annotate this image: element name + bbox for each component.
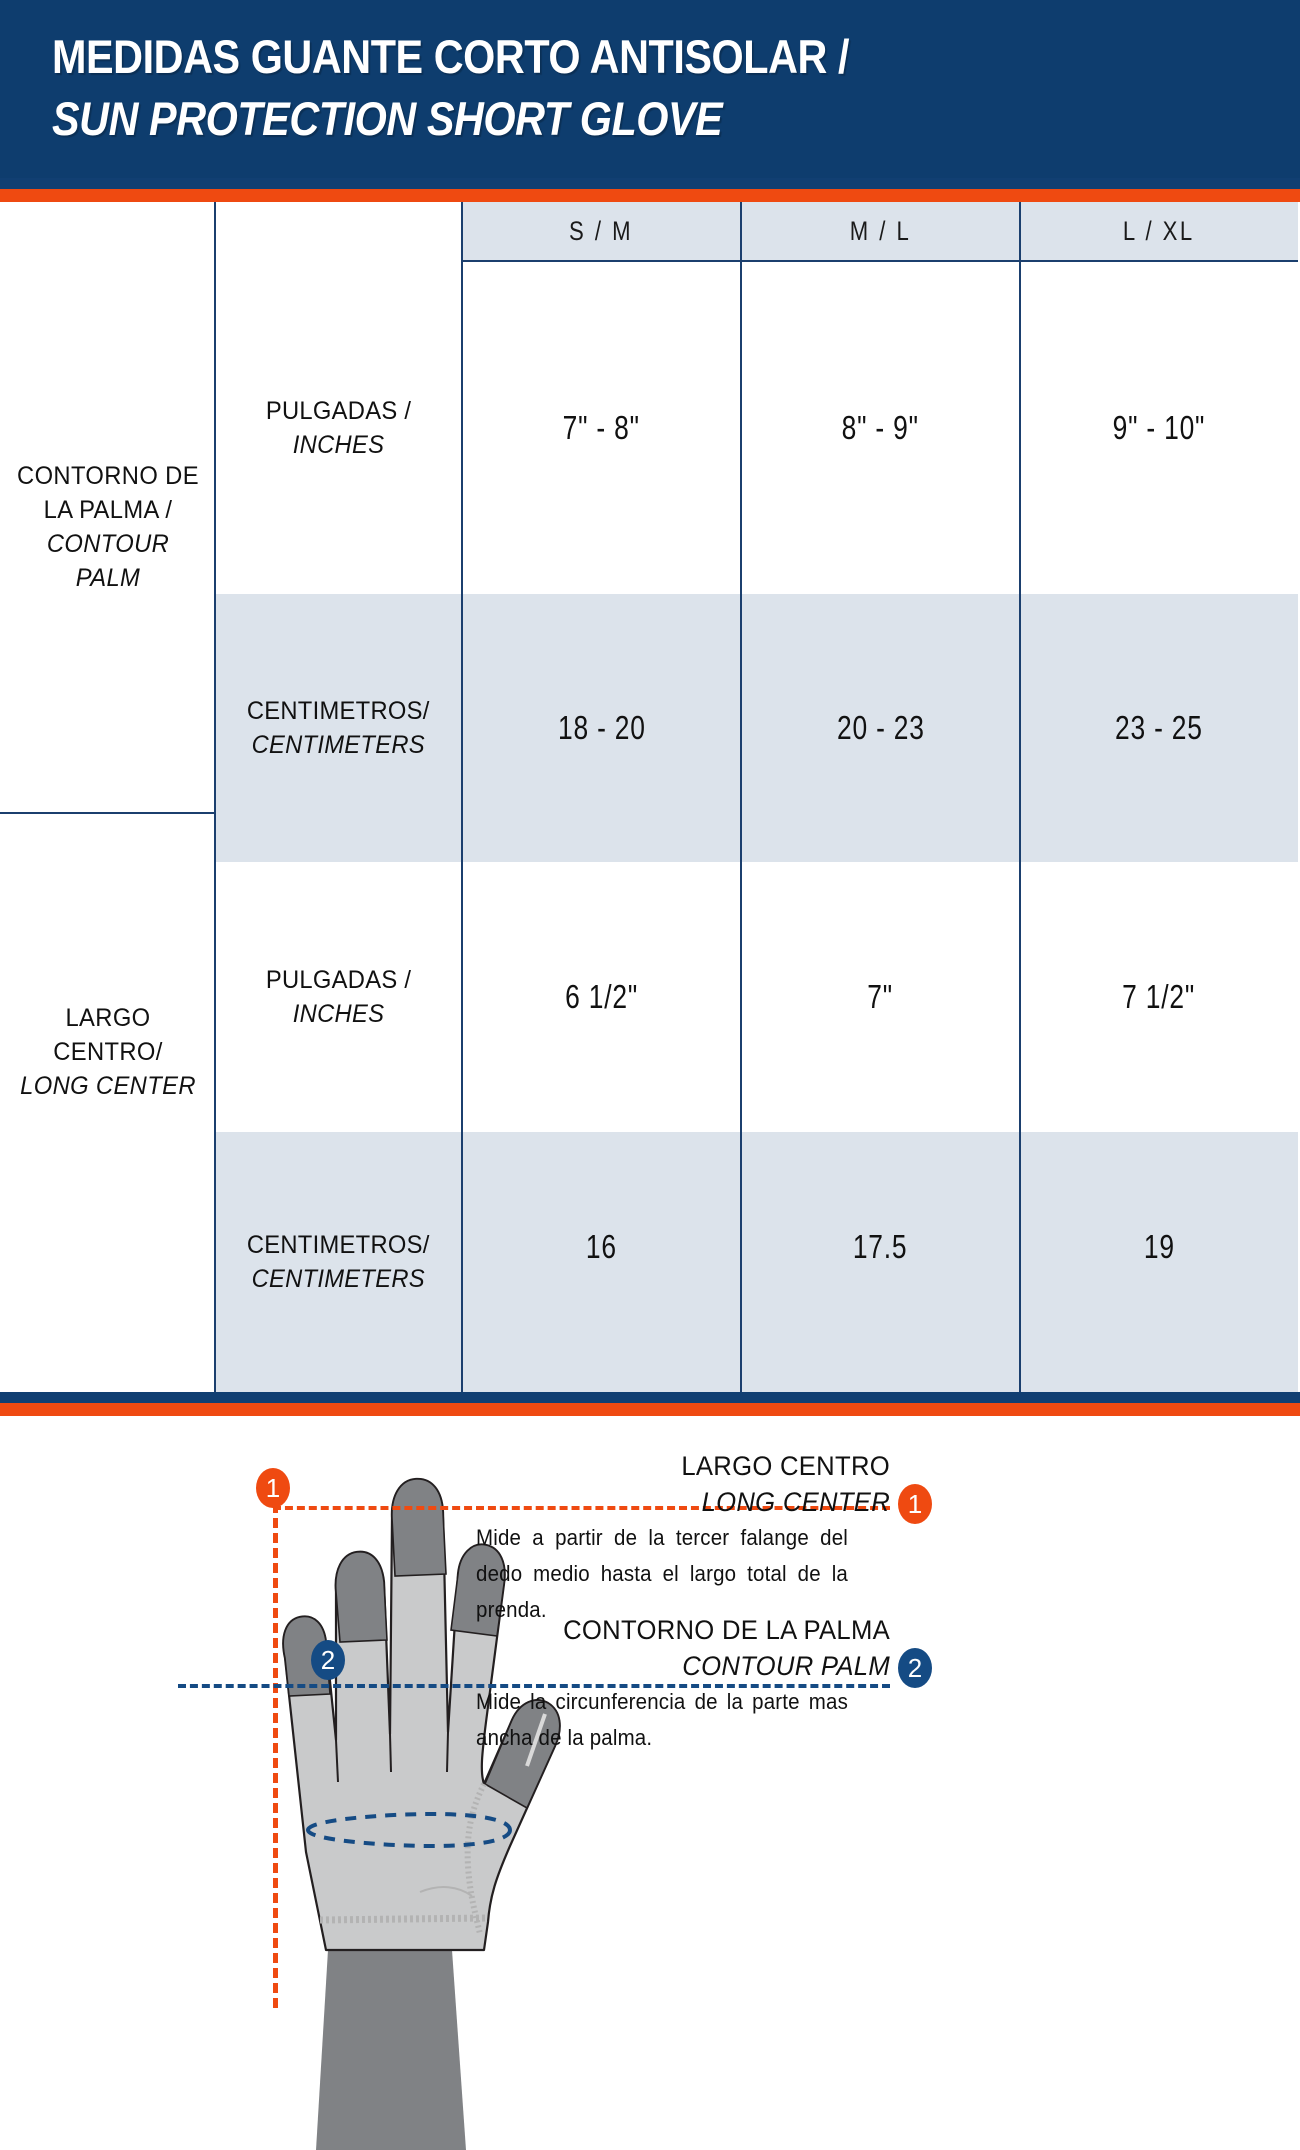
size-header-band: [462, 202, 1298, 260]
size-table: S / M M / L L / XL CONTORNO DE LA PALMA …: [0, 202, 1300, 1392]
cell-long-in-lxl: 7 1/2": [1122, 978, 1196, 1015]
palm-crease: [419, 1886, 473, 1897]
glove-illustration: [282, 1477, 561, 2150]
cell-long-cm-sm: 16: [586, 1228, 617, 1265]
cell-palm-in-ml: 8" - 9": [841, 409, 920, 446]
page-header: MEDIDAS GUANTE CORTO ANTISOLAR / SUN PRO…: [0, 0, 1300, 178]
group-label-long-center-es: LARGO CENTRO/: [53, 1004, 163, 1066]
legend-1-title-en: LONG CENTER: [701, 1487, 890, 1517]
finger-gap-1: [335, 1739, 339, 1783]
group-label-contour-palm: CONTORNO DE LA PALMA / CONTOUR PALM: [8, 362, 208, 692]
cell-palm-cm-sm: 18 - 20: [557, 709, 646, 746]
diagram-rule-navy: [0, 1392, 1300, 1403]
long-center-measure-line: [273, 1488, 278, 2008]
horizontal-rule-header: [462, 260, 1298, 262]
forearm-shape: [316, 1950, 466, 2150]
unit-label-cm-1: CENTIMETROS/ CENTIMETERS: [247, 697, 430, 759]
legend-contour-palm: CONTORNO DE LA PALMA CONTOUR PALM: [470, 1612, 890, 1684]
fingertip-ring: [334, 1551, 388, 1643]
vertical-rule-1: [214, 202, 216, 1392]
measurement-diagram: 1 2 LARGO CENTRO LONG CENTER 1 Mide a pa…: [0, 1422, 1300, 2150]
cell-palm-in-sm: 7" - 8": [562, 409, 641, 446]
page-title-es: MEDIDAS GUANTE CORTO ANTISOLAR /: [52, 30, 850, 83]
row-band-cm-2: [215, 1132, 1298, 1392]
finger-gap-3: [446, 1731, 449, 1773]
cell-palm-cm-lxl: 23 - 25: [1115, 709, 1203, 746]
legend-badge-2: 2: [898, 1648, 932, 1688]
hand-badge-2: 2: [311, 1640, 345, 1680]
legend-2-title-es: CONTORNO DE LA PALMA: [563, 1615, 890, 1645]
legend-2-title-en: CONTOUR PALM: [682, 1651, 890, 1681]
column-header-ml: M / L: [849, 215, 912, 246]
cell-palm-in-lxl: 9" - 10": [1112, 409, 1206, 446]
thumb-highlight: [525, 1713, 547, 1767]
cell-long-cm-ml: 17.5: [853, 1228, 908, 1265]
page-title-en: SUN PROTECTION SHORT GLOVE: [52, 92, 723, 145]
group-label-contour-palm-es: CONTORNO DE LA PALMA /: [17, 462, 199, 524]
diagram-rule-orange: [0, 1403, 1300, 1416]
group-label-contour-palm-en: CONTOUR PALM: [46, 530, 170, 592]
unit-label-inches-1: PULGADAS / INCHES: [265, 397, 412, 459]
legend-1-title-es: LARGO CENTRO: [681, 1451, 890, 1481]
legend-1-description: Mide a partir de la tercer falange del d…: [476, 1525, 848, 1622]
legend-long-center: LARGO CENTRO LONG CENTER: [470, 1448, 890, 1520]
column-header-lxl: L / XL: [1123, 215, 1195, 246]
row-band-cm-1: [215, 594, 1298, 862]
vertical-rule-3: [740, 202, 742, 1392]
header-rule-navy: [0, 178, 1300, 189]
header-rule-orange: [0, 189, 1300, 202]
thumb-seam: [464, 1782, 487, 1935]
long-center-leader-line: [273, 1506, 890, 1510]
contour-ellipse-bottom: [306, 1828, 512, 1849]
unit-label-cm-2: CENTIMETROS/ CENTIMETERS: [247, 1231, 430, 1293]
cuff-stitch: [319, 1914, 489, 1924]
finger-gap-2: [389, 1733, 392, 1773]
vertical-rule-4: [1019, 202, 1021, 1392]
cell-long-in-sm: 6 1/2": [565, 978, 638, 1015]
group-label-long-center-en: LONG CENTER: [20, 1072, 196, 1100]
unit-label-inches-2: PULGADAS / INCHES: [265, 966, 412, 1028]
cell-long-in-ml: 7": [867, 978, 894, 1015]
cell-palm-cm-ml: 20 - 23: [836, 709, 925, 746]
contour-palm-measure-line: [178, 1684, 890, 1688]
horizontal-rule-group-split: [0, 812, 215, 814]
cell-long-cm-lxl: 19: [1143, 1228, 1175, 1265]
group-label-long-center: LARGO CENTRO/ LONG CENTER: [8, 902, 208, 1202]
fingertip-middle: [391, 1478, 447, 1577]
column-header-sm: S / M: [569, 215, 634, 246]
vertical-rule-2: [461, 202, 463, 1392]
hand-badge-1: 1: [256, 1468, 290, 1508]
contour-ellipse-top: [306, 1811, 512, 1832]
legend-2-description: Mide la circunferencia de la parte mas a…: [476, 1689, 848, 1750]
legend-badge-1: 1: [898, 1484, 932, 1524]
fingertip-index: [450, 1543, 506, 1637]
